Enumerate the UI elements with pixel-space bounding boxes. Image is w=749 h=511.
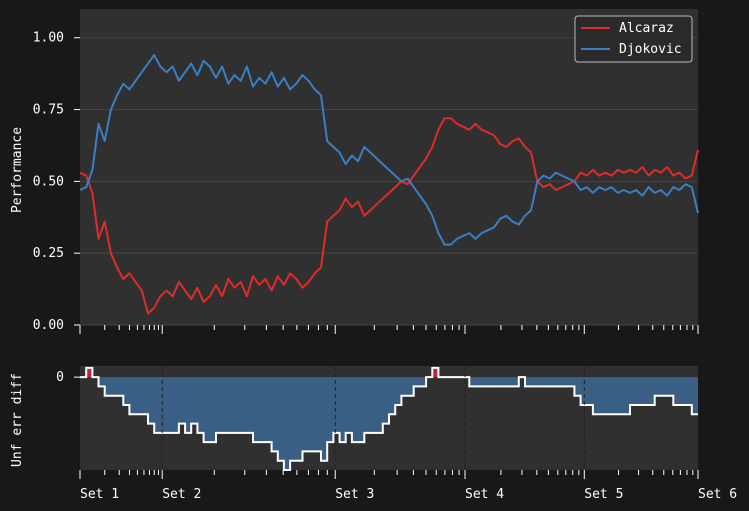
set-divider-lines [161, 366, 585, 470]
legend-label-djokovic: Djokovic [619, 42, 682, 57]
performance-panel: 0.00 0.25 0.50 0.75 1.00 Performance Alcaraz… [10, 9, 699, 334]
y-tick-label: 1.00 [33, 31, 64, 46]
set-tick-label: Set 4 [465, 487, 504, 502]
y-tick-label: 0 [56, 370, 64, 385]
legend-label-alcaraz: Alcaraz [619, 21, 674, 36]
performance-y-axis-label: Performance [10, 127, 25, 213]
set-tick-label: Set 6 [698, 487, 737, 502]
unforced-error-panel: 0 Set 1 Set 2 Set 3 Set 4 Set 5 Set 6 Unf err… [10, 366, 737, 502]
unforced-error-area [80, 366, 698, 471]
y-tick-label: 0.50 [33, 174, 64, 189]
series-line-djokovic [79, 54, 699, 246]
set-tick-label: Set 5 [584, 487, 623, 502]
legend: Alcaraz Djokovic [574, 15, 693, 63]
series-line-alcaraz [79, 117, 699, 315]
unforced-error-y-axis-label: Unf err diff [10, 373, 25, 467]
unforced-error-y-ticks: 0 [56, 370, 80, 385]
performance-x-ticks [79, 325, 699, 334]
set-tick-label: Set 3 [335, 487, 374, 502]
diff-line [80, 366, 698, 471]
y-tick-label: 0.00 [33, 318, 64, 333]
performance-y-ticks: 0.00 0.25 0.50 0.75 1.00 [33, 31, 80, 333]
set-x-ticks: Set 1 Set 2 Set 3 Set 4 Set 5 Set 6 [79, 470, 737, 502]
y-tick-label: 0.75 [33, 103, 64, 118]
set-tick-label: Set 2 [162, 487, 201, 502]
y-tick-label: 0.25 [33, 246, 64, 261]
set-tick-label: Set 1 [80, 487, 119, 502]
performance-series [79, 54, 699, 315]
